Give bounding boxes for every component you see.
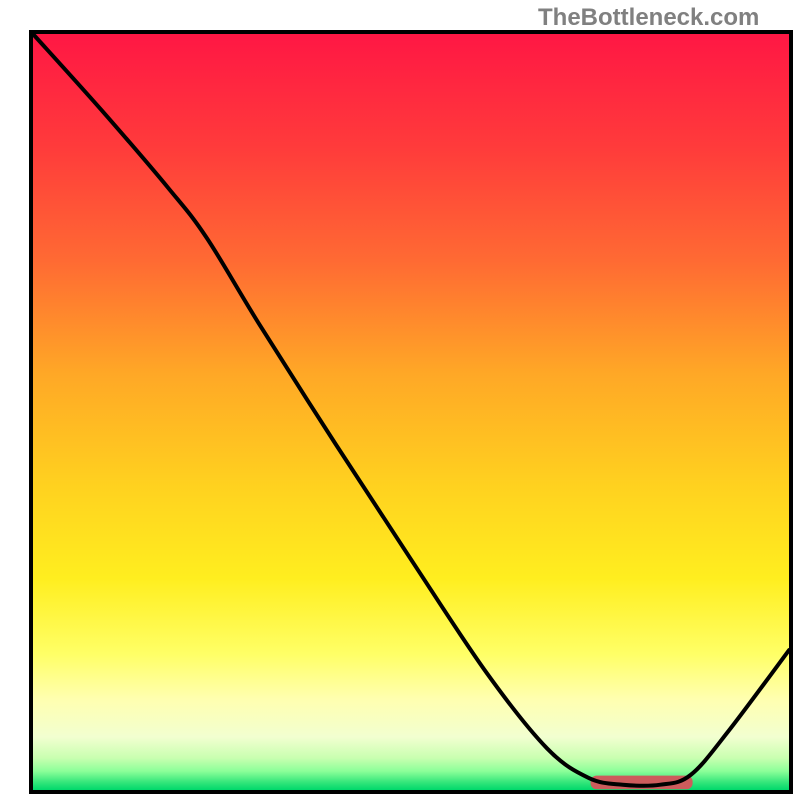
- chart-plot-area: [29, 30, 793, 794]
- chart-svg: [29, 30, 793, 794]
- chart-container: TheBottleneck.com: [0, 0, 800, 800]
- chart-background: [33, 34, 789, 790]
- watermark-text: TheBottleneck.com: [538, 4, 759, 32]
